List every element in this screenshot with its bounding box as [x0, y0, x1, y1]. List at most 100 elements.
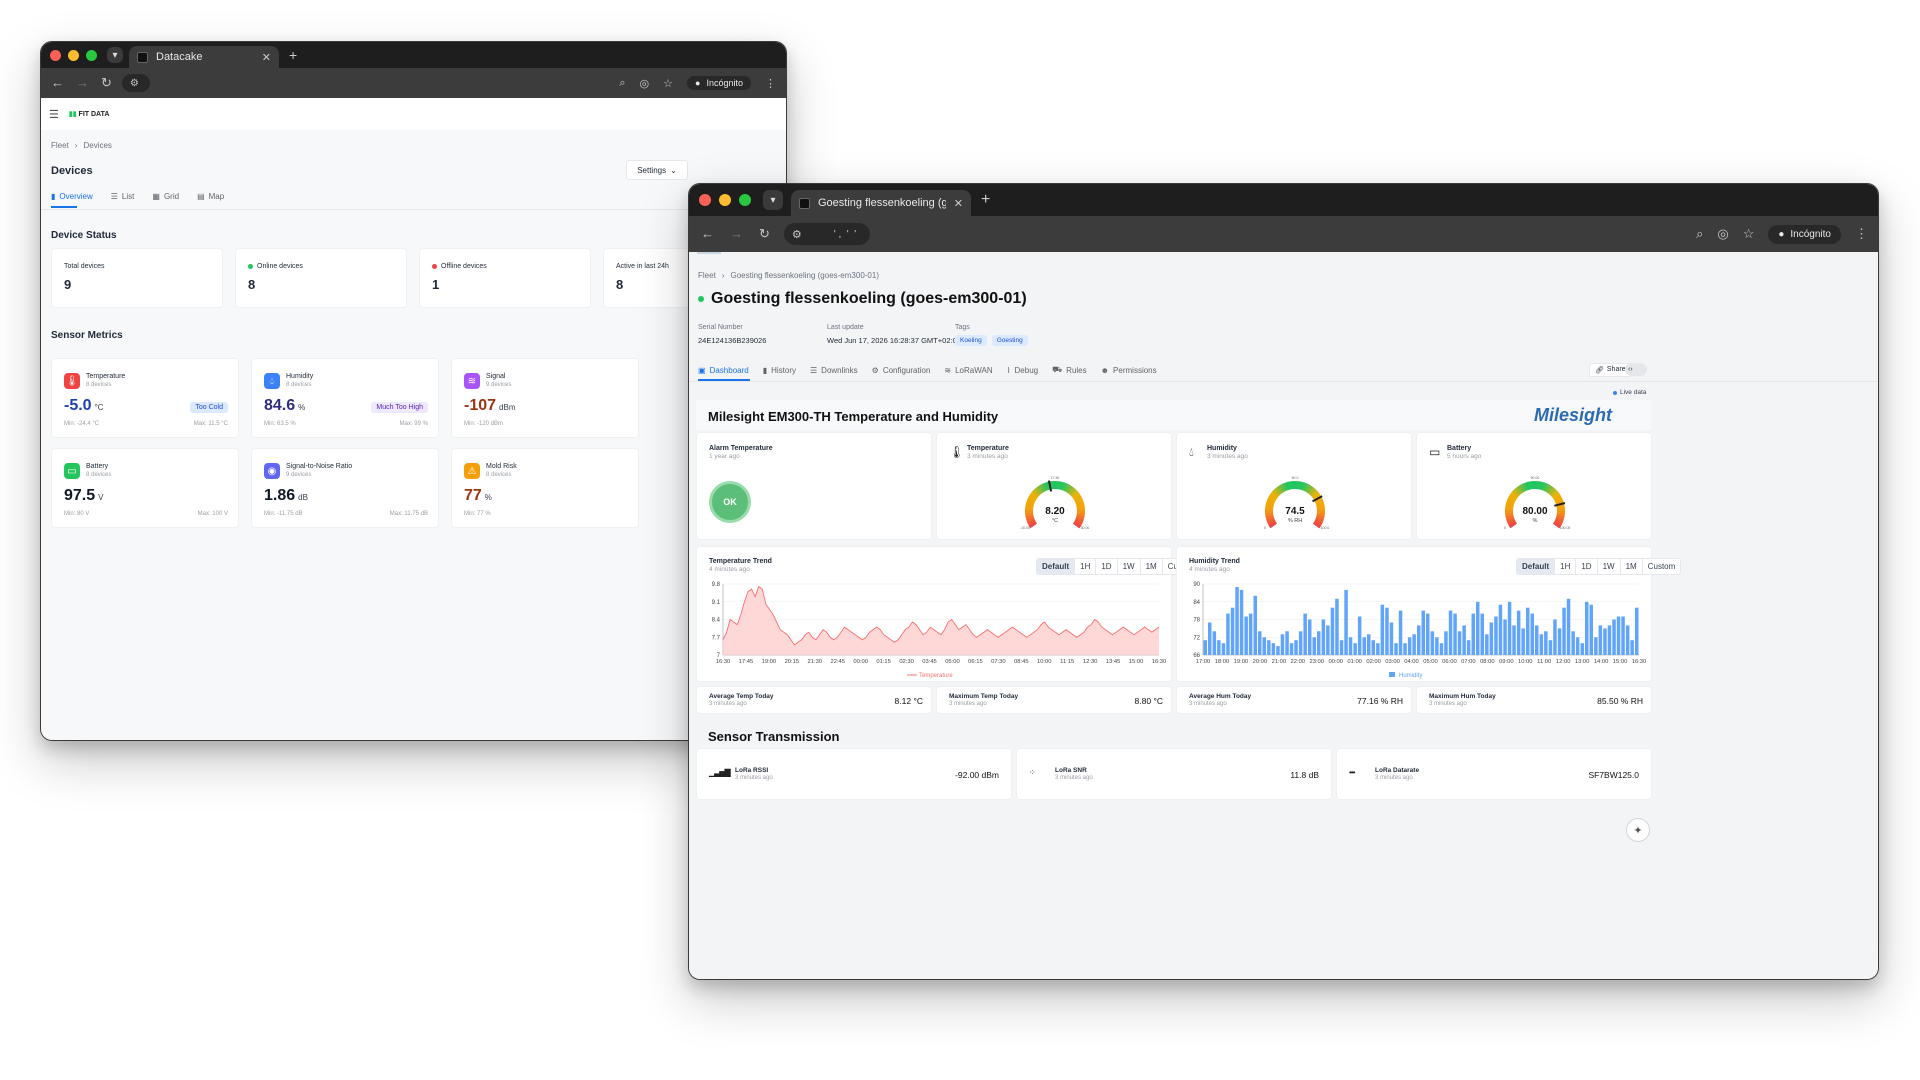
back-icon[interactable]: ← [701, 226, 714, 241]
humidity-bar[interactable] [1248, 613, 1253, 655]
forward-icon[interactable]: → [730, 226, 743, 241]
legend-label[interactable]: Temperature [919, 673, 953, 679]
close-tab-icon[interactable]: ✕ [261, 51, 271, 64]
humidity-bar[interactable] [1348, 637, 1353, 656]
site-settings-icon[interactable]: ⚙ [791, 228, 802, 241]
assistant-sparkle-button[interactable]: ✦ [1626, 818, 1650, 842]
humidity-bar[interactable] [1230, 607, 1235, 655]
humidity-bar[interactable] [1494, 616, 1498, 656]
tab-map[interactable]: ▤ Map [197, 192, 224, 201]
humidity-bar[interactable] [1571, 631, 1575, 655]
humidity-bar[interactable] [1385, 607, 1389, 655]
incognito-indicator[interactable]: ● Incógnito [1768, 224, 1841, 244]
forward-icon[interactable]: → [76, 75, 89, 90]
humidity-bar[interactable] [1335, 598, 1339, 655]
humidity-bar[interactable] [1235, 587, 1239, 655]
new-tab-icon[interactable]: + [289, 47, 298, 63]
humidity-bar[interactable] [1326, 625, 1330, 655]
eye-off-icon[interactable]: ◎ [1717, 226, 1729, 241]
humidity-bar[interactable] [1516, 610, 1521, 655]
brand-logo[interactable]: ▮▮ FIT DATA [68, 111, 110, 118]
humidity-bar[interactable] [1308, 619, 1312, 656]
humidity-bar[interactable] [1394, 643, 1398, 655]
stat-card[interactable]: Maximum Temp Today 3 minutes ago 8.80 °C [936, 686, 1172, 714]
humidity-bar[interactable] [1521, 628, 1525, 655]
metric-card[interactable]: ⚠︎ Mold Risk 8 devices 77% Min: 77 % [451, 448, 639, 528]
tab-search-chevron-icon[interactable]: ▾ [107, 47, 123, 63]
bookmark-star-icon[interactable]: ☆ [663, 77, 674, 90]
humidity-bar[interactable] [1616, 616, 1621, 656]
humidity-bar[interactable] [1580, 643, 1585, 655]
legend-label[interactable]: Humidity [1399, 673, 1422, 679]
maximize-window-button[interactable] [86, 49, 97, 61]
humidity-bar[interactable] [1362, 637, 1367, 656]
tab-dashboard[interactable]: ▣ Dashboard [698, 365, 749, 375]
humidity-bar[interactable] [1267, 640, 1271, 655]
tab-permissions[interactable]: ☻ Permissions [1101, 365, 1157, 375]
humidity-bar[interactable] [1258, 631, 1262, 655]
range-1d-button[interactable]: 1D [1095, 559, 1116, 574]
humidity-bar[interactable] [1239, 589, 1244, 655]
tab-lorawan[interactable]: ≋ LoRaWAN [944, 365, 992, 375]
back-icon[interactable]: ← [51, 75, 64, 90]
tab-grid[interactable]: ▦ Grid [152, 192, 179, 201]
gauge-card[interactable]: 💧︎ Humidity 3 minutes ago 74.5% RH 50.0 0 100.… [1176, 432, 1412, 540]
range-1h-button[interactable]: 1H [1074, 559, 1095, 574]
range-1h-button[interactable]: 1H [1554, 559, 1575, 574]
settings-dropdown[interactable]: Settings ⌄ [626, 160, 688, 180]
humidity-bar[interactable] [1585, 601, 1589, 656]
range-1w-button[interactable]: 1W [1596, 559, 1620, 574]
new-tab-icon[interactable]: + [981, 191, 991, 208]
humidity-bar[interactable] [1330, 607, 1335, 655]
humidity-bar[interactable] [1285, 631, 1289, 655]
zoom-icon[interactable]: ⌕ [619, 76, 626, 89]
humidity-bar[interactable] [1403, 643, 1407, 655]
humidity-bar[interactable] [1439, 643, 1444, 655]
status-card-total[interactable]: Total devices 9 [51, 248, 223, 308]
humidity-bar[interactable] [1276, 646, 1280, 655]
humidity-bar[interactable] [1485, 634, 1489, 655]
tab-debug[interactable]: ⌇ Debug [1007, 365, 1038, 375]
transmission-card[interactable]: ⁘ LoRa SNR 3 minutes ago 11.8 dB [1016, 748, 1332, 800]
breadcrumb-fleet[interactable]: Fleet [698, 271, 716, 280]
reload-icon[interactable]: ↻ [759, 226, 770, 241]
eye-off-icon[interactable]: ◎ [639, 77, 650, 90]
humidity-bar[interactable] [1262, 637, 1267, 656]
humidity-bar[interactable] [1389, 622, 1394, 656]
humidity-bar[interactable] [1417, 625, 1421, 655]
humidity-bar[interactable] [1376, 643, 1380, 655]
gauge-card[interactable]: ▭ Battery 5 hours ago 80.00% 50.00 0 100.00 [1416, 432, 1652, 540]
breadcrumb-device[interactable]: Goesting flessenkoeling (goes-em300-01) [730, 271, 879, 280]
stat-card[interactable]: Average Temp Today 3 minutes ago 8.12 °C [696, 686, 932, 714]
close-window-button[interactable] [50, 49, 61, 61]
humidity-bar[interactable] [1562, 607, 1566, 655]
tag-chip[interactable]: Goesting [991, 335, 1028, 346]
humidity-trend-card[interactable]: Humidity Trend 4 minutes ago Default 1H 1D… [1176, 546, 1682, 683]
humidity-bar[interactable] [1430, 631, 1435, 655]
humidity-bar[interactable] [1526, 607, 1530, 655]
humidity-bar[interactable] [1607, 625, 1612, 655]
range-custom-button[interactable]: Custom [1641, 559, 1681, 574]
tab-search-chevron-icon[interactable]: ▾ [763, 190, 783, 210]
humidity-bar[interactable] [1503, 619, 1507, 656]
humidity-bar[interactable] [1398, 610, 1403, 655]
humidity-bar[interactable] [1530, 613, 1535, 655]
humidity-bar[interactable] [1298, 631, 1303, 655]
humidity-bar[interactable] [1426, 613, 1430, 655]
transmission-card[interactable]: ▁▃▅▇ LoRa RSSI 3 minutes ago -92.00 dBm [696, 748, 1012, 800]
tab-downlinks[interactable]: ☰ Downlinks [810, 365, 858, 375]
range-1m-button[interactable]: 1M [1619, 559, 1642, 574]
humidity-bar[interactable] [1453, 613, 1457, 655]
close-window-button[interactable] [699, 194, 711, 206]
humidity-bar[interactable] [1630, 640, 1634, 655]
browser-tab[interactable]: Datacake ✕ [129, 46, 279, 68]
humidity-bar[interactable] [1280, 634, 1285, 655]
humidity-bar[interactable] [1203, 640, 1208, 655]
humidity-bar[interactable] [1466, 640, 1471, 655]
humidity-bar[interactable] [1544, 631, 1548, 655]
tab-overview[interactable]: ▮ Overview [51, 192, 93, 201]
range-1d-button[interactable]: 1D [1575, 559, 1596, 574]
close-tab-icon[interactable]: ✕ [953, 197, 963, 210]
